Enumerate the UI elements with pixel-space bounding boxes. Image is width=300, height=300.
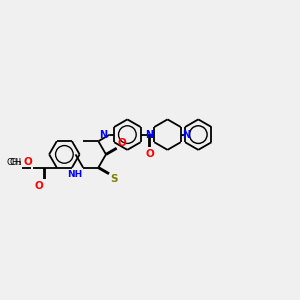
Text: N: N xyxy=(145,130,153,140)
Text: CH₃: CH₃ xyxy=(6,158,22,167)
Text: O: O xyxy=(118,138,126,148)
Text: O: O xyxy=(146,149,154,159)
Text: N: N xyxy=(182,130,190,140)
Text: NH: NH xyxy=(67,169,83,178)
Text: CH: CH xyxy=(10,158,22,167)
Text: S: S xyxy=(110,174,117,184)
Text: O: O xyxy=(35,181,44,191)
Text: N: N xyxy=(99,130,107,140)
Text: O: O xyxy=(24,157,33,167)
